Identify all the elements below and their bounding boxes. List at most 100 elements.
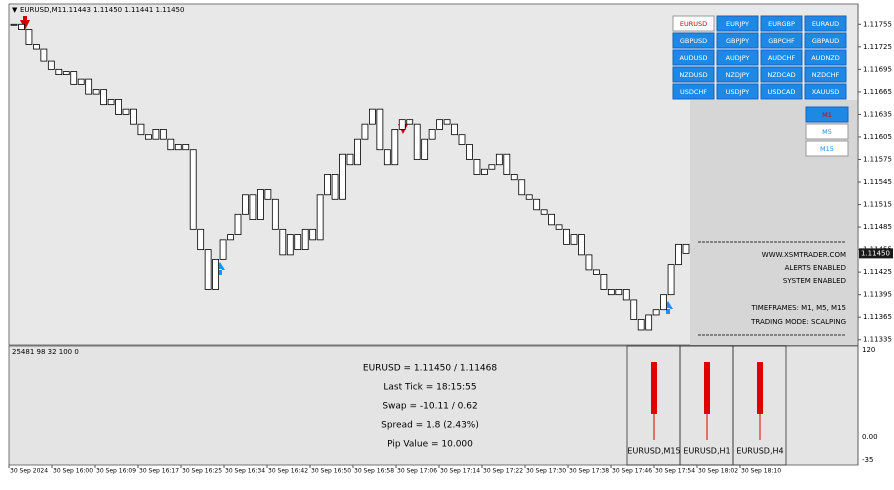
x-tick-label: 30 Sep 16:34 xyxy=(225,468,265,475)
x-tick-label: 30 Sep 16:42 xyxy=(268,468,308,475)
candle xyxy=(585,254,593,271)
symbol-button-label[interactable]: EURJPY xyxy=(726,20,749,28)
candle xyxy=(324,174,332,196)
symbol-button-label[interactable]: GBPUSD xyxy=(680,37,707,45)
candle xyxy=(682,243,690,254)
candle xyxy=(107,98,115,106)
symbol-button[interactable] xyxy=(760,83,803,100)
symbol-button-label[interactable]: EURAUD xyxy=(812,20,839,28)
symbol-button-label[interactable]: AUDCHF xyxy=(768,54,796,62)
symbol-button-label[interactable]: AUDNZD xyxy=(811,54,840,62)
symbol-button[interactable] xyxy=(716,83,759,100)
x-tick-label: 30 Sep 2024 xyxy=(10,468,48,475)
symbol-button[interactable] xyxy=(672,66,715,83)
candle xyxy=(645,314,653,331)
symbol-button[interactable] xyxy=(672,32,715,49)
symbol-button-label[interactable]: EURGBP xyxy=(768,20,795,28)
symbol-button[interactable] xyxy=(716,49,759,66)
symbol-button-label[interactable]: NZDJPY xyxy=(726,71,750,79)
y-tick-label: 1.11605 xyxy=(863,133,892,141)
symbol-button-label[interactable]: AUDUSD xyxy=(679,54,707,62)
symbol-button[interactable] xyxy=(672,83,715,100)
buy-arrow xyxy=(663,301,673,314)
timeframe-button[interactable] xyxy=(805,106,849,123)
symbol-button[interactable] xyxy=(760,66,803,83)
timeframe-button-label[interactable]: M1 xyxy=(822,111,832,119)
x-tick-label: 30 Sep 18:02 xyxy=(698,468,738,475)
candle xyxy=(167,138,175,151)
candle xyxy=(159,129,167,140)
timeframe-button[interactable] xyxy=(805,140,849,157)
x-tick-label: 30 Sep 16:09 xyxy=(96,468,136,475)
symbol-button[interactable] xyxy=(804,15,847,32)
candle xyxy=(555,224,563,230)
symbol-button-label[interactable]: NZDCAD xyxy=(767,71,795,79)
symbol-button[interactable] xyxy=(672,49,715,66)
candle xyxy=(144,134,152,140)
symbol-button-label[interactable]: USDJPY xyxy=(726,88,750,96)
candle xyxy=(652,309,660,316)
symbol-button[interactable] xyxy=(760,32,803,49)
candle xyxy=(40,48,48,62)
candle xyxy=(615,289,623,296)
candle xyxy=(675,243,682,266)
candle xyxy=(533,198,541,211)
symbol-button-label[interactable]: NZDUSD xyxy=(679,71,707,79)
symbol-button-label[interactable]: XAUUSD xyxy=(812,88,840,96)
candle xyxy=(600,273,608,290)
candle xyxy=(339,153,346,200)
symbol-button-label[interactable]: GBPJPY xyxy=(726,37,749,45)
symbol-button-label[interactable]: GBPAUD xyxy=(812,37,839,45)
symbol-button[interactable] xyxy=(716,66,759,83)
candle xyxy=(62,71,70,76)
symbol-label: EURUSD,M1 xyxy=(20,6,62,14)
candle xyxy=(361,123,369,140)
window-menu-icon[interactable]: ▼ xyxy=(12,6,18,14)
candle xyxy=(563,228,570,245)
y-tick-label: 1.11545 xyxy=(863,178,892,186)
symbol-button-label[interactable]: GBPCHF xyxy=(768,37,795,45)
panel-label: EURUSD,H1 xyxy=(683,447,730,456)
symbol-button-label[interactable]: EURUSD xyxy=(680,20,707,28)
x-tick-label: 30 Sep 16:00 xyxy=(53,468,93,475)
current-price-box xyxy=(859,248,893,259)
candle xyxy=(376,108,384,151)
symbol-button[interactable] xyxy=(804,49,847,66)
candle xyxy=(495,153,503,166)
symbol-button-label[interactable]: NZDCHF xyxy=(812,71,840,79)
symbol-button[interactable] xyxy=(804,32,847,49)
timeframe-button-label[interactable]: M5 xyxy=(822,128,832,136)
candle xyxy=(18,23,25,30)
symbol-button[interactable] xyxy=(672,15,715,32)
x-tick-label: 30 Sep 17:06 xyxy=(397,468,437,475)
x-tick-label: 30 Sep 17:14 xyxy=(440,468,480,475)
timeframe-button[interactable] xyxy=(805,123,849,140)
y-tick-label: 1.11635 xyxy=(863,110,892,118)
candle xyxy=(488,164,496,170)
timeframe-button-label[interactable]: M15 xyxy=(820,145,834,153)
buy-arrow xyxy=(215,262,225,275)
indicator-label: 25481 98 32 100 0 xyxy=(12,348,79,356)
candle xyxy=(368,108,376,125)
symbol-button[interactable] xyxy=(804,83,847,100)
symbol-button[interactable] xyxy=(804,66,847,83)
symbol-button-label[interactable]: USDCAD xyxy=(768,88,796,96)
current-price-label: 1.11450 xyxy=(861,249,890,257)
candle xyxy=(540,209,548,215)
candle xyxy=(115,98,122,115)
symbol-button-label[interactable]: USDCHF xyxy=(680,88,707,96)
symbol-button[interactable] xyxy=(716,15,759,32)
candle xyxy=(234,213,242,235)
symbol-button[interactable] xyxy=(760,49,803,66)
symbol-button[interactable] xyxy=(716,32,759,49)
candle xyxy=(428,129,436,140)
symbol-button-label[interactable]: AUDJPY xyxy=(726,54,750,62)
x-tick-label: 30 Sep 17:54 xyxy=(655,468,695,475)
panel-candle-body xyxy=(704,362,710,414)
candle xyxy=(130,108,137,125)
candle xyxy=(354,138,361,166)
symbol-button[interactable] xyxy=(760,15,803,32)
candle xyxy=(667,264,675,296)
